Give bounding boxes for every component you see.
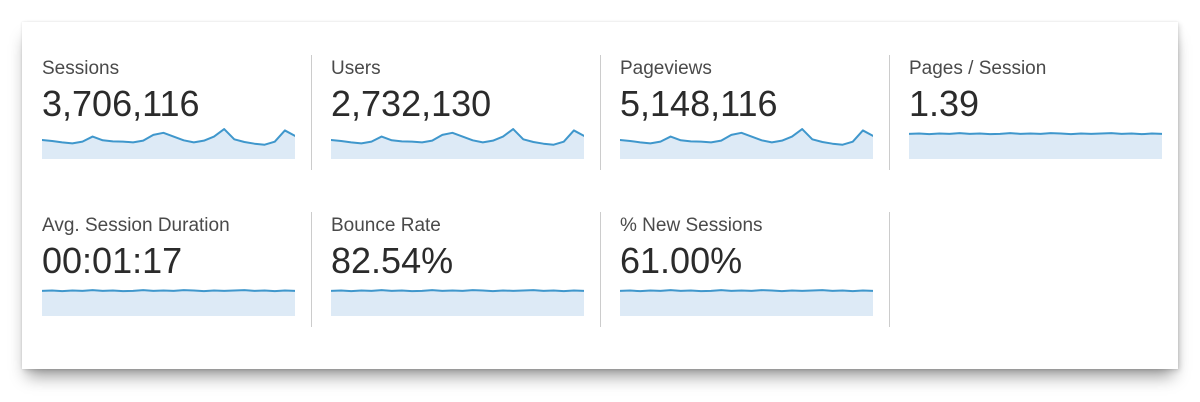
sparkline-fill bbox=[42, 290, 295, 316]
sparkline-chart bbox=[42, 282, 295, 316]
metric-tile-avg-session-duration: Avg. Session Duration 00:01:17 bbox=[22, 215, 311, 317]
sparkline-fill bbox=[620, 290, 873, 316]
sparkline-chart bbox=[909, 125, 1162, 159]
metric-value: 82.54% bbox=[331, 240, 454, 281]
sparkline-line bbox=[909, 133, 1162, 134]
sparkline-line bbox=[42, 290, 295, 291]
sparkline-chart bbox=[620, 125, 873, 159]
sparkline-line bbox=[620, 290, 873, 291]
metric-label: % New Sessions bbox=[620, 215, 763, 236]
metrics-card: Sessions 3,706,116 Users 2,732,130 Pagev… bbox=[22, 22, 1178, 369]
sparkline-line bbox=[331, 129, 584, 145]
sparkline-line bbox=[620, 129, 873, 145]
sparkline-fill bbox=[620, 129, 873, 159]
metric-tile-users: Users 2,732,130 bbox=[311, 55, 600, 170]
metric-tile-bounce-rate: Bounce Rate 82.54% bbox=[311, 212, 600, 327]
metric-value: 1.39 bbox=[909, 83, 980, 124]
metric-value: 2,732,130 bbox=[331, 83, 492, 124]
sparkline-line bbox=[42, 129, 295, 145]
sparkline-fill bbox=[42, 129, 295, 159]
sparkline-fill bbox=[909, 133, 1162, 159]
metrics-grid: Sessions 3,706,116 Users 2,732,130 Pagev… bbox=[22, 22, 1178, 327]
sparkline-line bbox=[331, 290, 584, 291]
metric-value: 3,706,116 bbox=[42, 83, 200, 124]
metric-value: 5,148,116 bbox=[620, 83, 778, 124]
metric-tile-sessions: Sessions 3,706,116 bbox=[22, 58, 311, 160]
metric-tile-pages-per-session: Pages / Session 1.39 bbox=[889, 55, 1178, 170]
metric-tile-percent-new-sessions: % New Sessions 61.00% bbox=[600, 212, 889, 327]
sparkline-fill bbox=[331, 290, 584, 316]
sparkline-chart bbox=[42, 125, 295, 159]
metric-label: Users bbox=[331, 58, 381, 79]
sparkline-chart bbox=[331, 125, 584, 159]
empty-tile bbox=[889, 212, 1178, 327]
metric-label: Bounce Rate bbox=[331, 215, 441, 236]
sparkline-fill bbox=[331, 129, 584, 159]
metric-label: Pages / Session bbox=[909, 58, 1047, 79]
metric-value: 00:01:17 bbox=[42, 240, 183, 281]
metric-label: Sessions bbox=[42, 58, 120, 79]
metric-value: 61.00% bbox=[620, 240, 743, 281]
metric-label: Pageviews bbox=[620, 58, 712, 79]
metric-tile-pageviews: Pageviews 5,148,116 bbox=[600, 55, 889, 170]
metric-label: Avg. Session Duration bbox=[42, 215, 230, 236]
sparkline-chart bbox=[331, 282, 584, 316]
sparkline-chart bbox=[620, 282, 873, 316]
